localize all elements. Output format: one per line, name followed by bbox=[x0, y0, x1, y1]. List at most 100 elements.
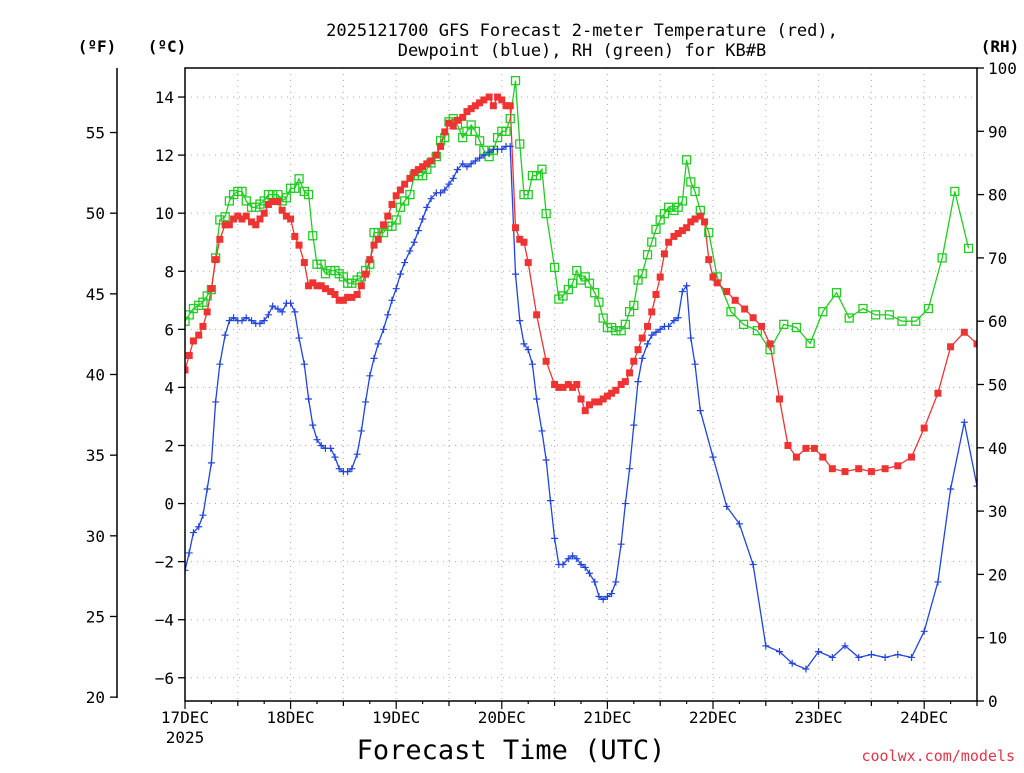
dewpoint-point bbox=[577, 561, 585, 569]
rh-point bbox=[558, 291, 568, 301]
rh-point bbox=[897, 316, 907, 326]
celsius-tick-label: 6 bbox=[164, 320, 174, 339]
temperature-point bbox=[648, 308, 656, 316]
temperature-point bbox=[463, 108, 471, 116]
celsius-tick-label: 14 bbox=[155, 88, 174, 107]
rh-point bbox=[549, 262, 560, 273]
dewpoint-point bbox=[396, 270, 404, 278]
dewpoint-point bbox=[278, 308, 286, 316]
temperature-point bbox=[427, 157, 435, 165]
dewpoint-point bbox=[802, 665, 810, 673]
rh-point bbox=[510, 76, 521, 86]
temperature-point bbox=[291, 232, 299, 240]
temperature-point bbox=[199, 322, 207, 330]
dewpoint-point bbox=[353, 450, 361, 458]
temperature-point bbox=[766, 340, 774, 348]
rh-point bbox=[858, 303, 868, 314]
dewpoint-point bbox=[696, 407, 704, 415]
temperature-point bbox=[309, 279, 317, 287]
dewpoint-point bbox=[437, 189, 445, 197]
temperature-point bbox=[414, 166, 422, 174]
temperature-point bbox=[234, 212, 242, 220]
temperature-point bbox=[810, 444, 818, 452]
fahrenheit-tick-label: 40 bbox=[86, 365, 105, 384]
dewpoint-point bbox=[467, 160, 475, 168]
temperature-point bbox=[920, 424, 928, 432]
temperature-point bbox=[687, 218, 695, 226]
temperature-point bbox=[441, 128, 449, 136]
dewpoint-point bbox=[595, 592, 603, 600]
time-tick-label: 17DEC bbox=[161, 708, 209, 727]
temperature-point bbox=[819, 453, 827, 461]
rh-point bbox=[651, 224, 661, 235]
dewpoint-point bbox=[634, 378, 642, 386]
dewpoint-point bbox=[384, 311, 392, 319]
dewpoint-point bbox=[423, 203, 431, 211]
rh-point bbox=[704, 227, 714, 238]
dewpoint-markers bbox=[185, 142, 977, 673]
dewpoint-point bbox=[238, 317, 246, 325]
dewpoint-point bbox=[960, 418, 968, 426]
temperature-point bbox=[225, 221, 233, 229]
dewpoint-point bbox=[648, 331, 656, 339]
temperature-point bbox=[705, 256, 713, 264]
temperature-point bbox=[701, 218, 709, 226]
fahrenheit-tick-label: 25 bbox=[86, 607, 105, 626]
rh-point bbox=[541, 208, 551, 219]
rh-point bbox=[884, 310, 895, 320]
dewpoint-point bbox=[199, 511, 207, 519]
temperature-point bbox=[665, 238, 673, 246]
temperature-point bbox=[723, 288, 731, 296]
dewpoint-point bbox=[264, 311, 272, 319]
celsius-tick-label: −4 bbox=[155, 611, 174, 630]
celsius-tick-label: 12 bbox=[155, 146, 174, 165]
dewpoint-point bbox=[406, 247, 414, 255]
dewpoint-point bbox=[274, 305, 282, 313]
dewpoint-point bbox=[260, 317, 268, 325]
rh-point bbox=[726, 307, 736, 317]
dewpoint-point bbox=[463, 163, 471, 171]
chart-subtitle: Dewpoint (blue), RH (green) for KB#B bbox=[398, 41, 766, 61]
credit-link[interactable]: coolwx.com/models bbox=[861, 747, 1015, 765]
temperature-point bbox=[599, 395, 607, 403]
temperature-point bbox=[305, 282, 313, 290]
temperature-point bbox=[638, 334, 646, 342]
dewpoint-point bbox=[973, 482, 977, 490]
temperature-point bbox=[713, 279, 721, 287]
time-tick-label: 22DEC bbox=[689, 708, 737, 727]
dewpoint-point bbox=[591, 578, 599, 586]
temperature-point bbox=[828, 465, 836, 473]
temperature-point bbox=[516, 235, 524, 243]
dewpoint-point bbox=[908, 653, 916, 661]
temperature-point bbox=[300, 259, 308, 267]
temperature-point bbox=[370, 241, 378, 249]
temperature-point bbox=[691, 215, 699, 223]
temperature-point bbox=[437, 142, 445, 150]
dewpoint-point bbox=[841, 642, 849, 650]
dewpoint-point bbox=[528, 360, 536, 368]
rh-point bbox=[647, 237, 657, 247]
temperature-point bbox=[494, 93, 502, 101]
temperature-point bbox=[348, 293, 356, 301]
time-tick-label: 18DEC bbox=[267, 708, 315, 727]
time-tick-label: 23DEC bbox=[795, 708, 843, 727]
fahrenheit-tick-label: 50 bbox=[86, 204, 105, 223]
dewpoint-point bbox=[881, 653, 889, 661]
temperature-point bbox=[634, 346, 642, 354]
dewpoint-point bbox=[546, 497, 554, 505]
dewpoint-point bbox=[630, 421, 638, 429]
dewpoint-point bbox=[476, 154, 484, 162]
dewpoint-point bbox=[678, 288, 686, 296]
rh-axis: 0 10 20 30 40 50 60 70 80 90 100 bbox=[977, 59, 1017, 711]
celsius-tick-label: 2 bbox=[164, 436, 174, 455]
dewpoint-point bbox=[216, 360, 224, 368]
rh-point bbox=[805, 338, 815, 349]
rh-point bbox=[611, 326, 621, 336]
dewpoint-point bbox=[471, 157, 479, 165]
temperature-point bbox=[559, 383, 567, 391]
rh-point bbox=[185, 316, 190, 326]
temperature-point bbox=[432, 151, 440, 159]
dewpoint-point bbox=[256, 320, 264, 328]
dewpoint-point bbox=[212, 398, 220, 406]
temperature-point bbox=[344, 293, 352, 301]
